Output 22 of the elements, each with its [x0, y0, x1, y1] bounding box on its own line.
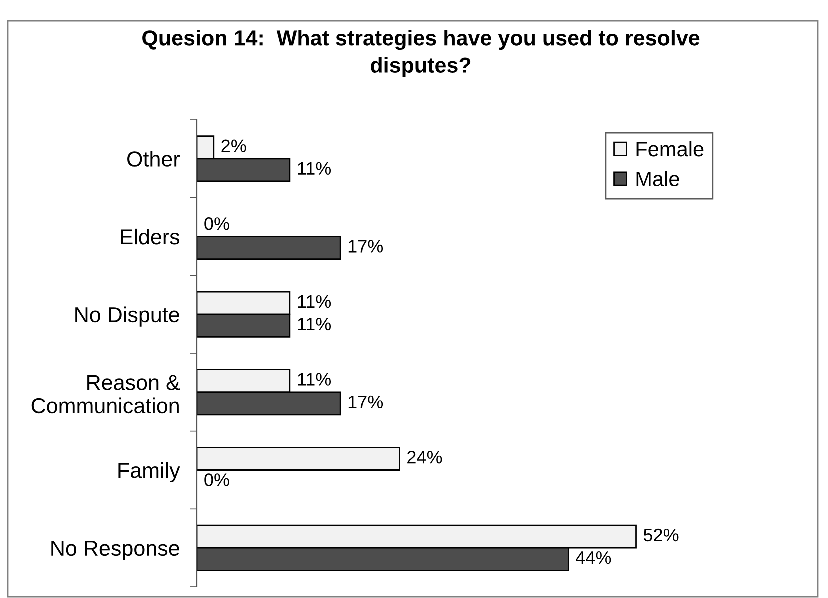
y-tick-label: Other	[128, 151, 180, 167]
chart-title: Quesion 14: What strategies have you used to resolve disputes?	[142, 30, 700, 78]
data-label: 17%	[348, 396, 384, 408]
data-label: 11%	[298, 318, 332, 331]
data-label: 11%	[298, 373, 332, 386]
data-label: 24%	[408, 451, 442, 464]
y-tick-label: No Dispute	[76, 306, 180, 327]
data-label: 2%	[222, 140, 246, 152]
legend-label: Male	[636, 171, 680, 187]
bar	[197, 446, 400, 471]
legend-label: Female	[636, 141, 704, 157]
y-tick-label: Elders	[121, 228, 180, 245]
y-tick-label: Reason & Communication	[32, 375, 180, 414]
data-label: 44%	[576, 552, 612, 564]
data-label: 0%	[204, 474, 230, 486]
y-tick-label: No Response	[52, 541, 180, 560]
data-label: 0%	[204, 218, 230, 230]
data-label: 17%	[348, 240, 384, 253]
data-label: 11%	[298, 162, 332, 175]
data-label: 11%	[298, 295, 332, 308]
y-tick-label: Family	[118, 462, 180, 483]
data-label: 52%	[644, 528, 679, 542]
